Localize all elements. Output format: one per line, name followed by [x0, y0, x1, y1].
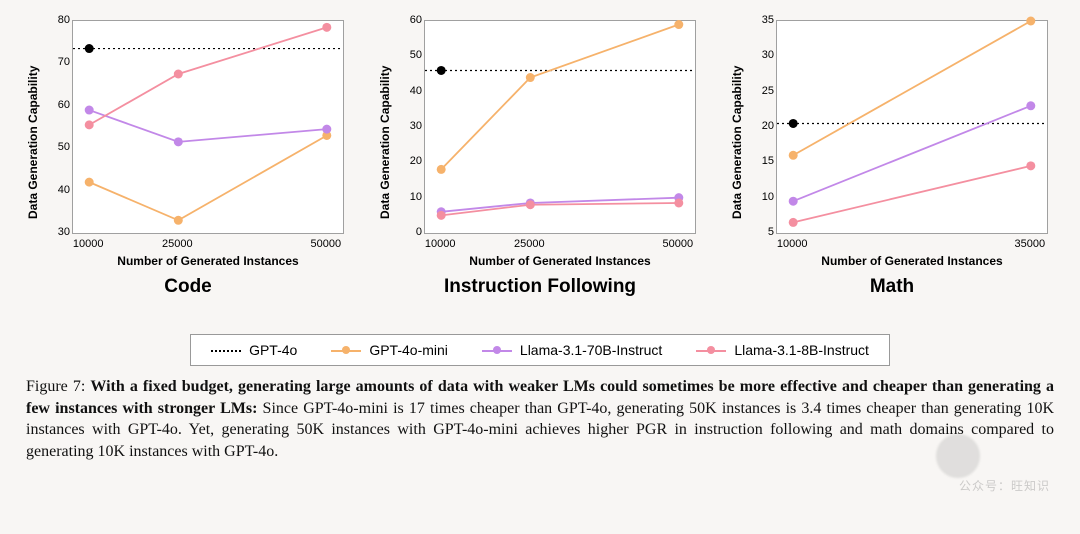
legend-label: Llama-3.1-70B-Instruct	[520, 342, 662, 358]
y-axis-label: Data Generation Capability	[24, 12, 42, 272]
y-tick: 15	[746, 155, 774, 167]
legend-item-gpt4o_mini: GPT-4o-mini	[331, 342, 448, 358]
watermark-text: 公众号：旺知识	[959, 477, 1050, 494]
plot-area	[424, 20, 696, 234]
legend-item-llama70b: Llama-3.1-70B-Instruct	[482, 342, 662, 358]
y-tick: 20	[746, 120, 774, 132]
legend-label: GPT-4o-mini	[369, 342, 448, 358]
x-tick: 50000	[663, 238, 694, 250]
y-tick: 5	[746, 226, 774, 238]
y-axis-label: Data Generation Capability	[728, 12, 746, 272]
x-tick: 10000	[777, 238, 808, 250]
x-tick: 10000	[425, 238, 456, 250]
plot-area	[776, 20, 1048, 234]
chart-title: Math	[870, 276, 914, 298]
charts-row: Data Generation Capability Number of Gene…	[24, 12, 1056, 322]
y-tick: 20	[394, 155, 422, 167]
y-tick: 0	[394, 226, 422, 238]
legend-swatch	[482, 343, 512, 357]
chart-math: Data Generation Capability Number of Gene…	[728, 12, 1056, 322]
y-tick: 60	[42, 99, 70, 111]
y-tick: 35	[746, 14, 774, 26]
chart-instr: Data Generation Capability Number of Gene…	[376, 12, 704, 322]
y-tick: 80	[42, 14, 70, 26]
chart-title: Code	[164, 276, 212, 298]
y-tick: 40	[42, 184, 70, 196]
x-axis-label: Number of Generated Instances	[776, 254, 1048, 268]
y-tick: 40	[394, 85, 422, 97]
x-axis-label: Number of Generated Instances	[72, 254, 344, 268]
y-tick: 25	[746, 85, 774, 97]
legend-item-llama8b: Llama-3.1-8B-Instruct	[696, 342, 869, 358]
x-tick: 25000	[514, 238, 545, 250]
y-tick: 50	[42, 141, 70, 153]
legend-swatch	[696, 343, 726, 357]
y-axis-label: Data Generation Capability	[376, 12, 394, 272]
x-tick: 50000	[311, 238, 342, 250]
watermark-icon	[936, 434, 980, 478]
legend-label: Llama-3.1-8B-Instruct	[734, 342, 869, 358]
legend-swatch	[211, 343, 241, 357]
legend-item-gpt4o: GPT-4o	[211, 342, 297, 358]
y-tick: 10	[394, 191, 422, 203]
figure-caption: Figure 7: With a fixed budget, generatin…	[24, 376, 1056, 462]
chart-code: Data Generation Capability Number of Gene…	[24, 12, 352, 322]
x-axis-label: Number of Generated Instances	[424, 254, 696, 268]
y-tick: 10	[746, 191, 774, 203]
legend: GPT-4o GPT-4o-mini Llama-3.1-70B-Instruct L…	[190, 334, 890, 366]
x-tick: 35000	[1015, 238, 1046, 250]
caption-lead: Figure 7:	[26, 378, 90, 395]
y-tick: 30	[746, 49, 774, 61]
y-tick: 30	[42, 226, 70, 238]
y-tick: 70	[42, 56, 70, 68]
legend-label: GPT-4o	[249, 342, 297, 358]
x-tick: 25000	[162, 238, 193, 250]
legend-swatch	[331, 343, 361, 357]
chart-title: Instruction Following	[444, 276, 636, 298]
y-tick: 30	[394, 120, 422, 132]
y-tick: 50	[394, 49, 422, 61]
y-tick: 60	[394, 14, 422, 26]
plot-area	[72, 20, 344, 234]
x-tick: 10000	[73, 238, 104, 250]
